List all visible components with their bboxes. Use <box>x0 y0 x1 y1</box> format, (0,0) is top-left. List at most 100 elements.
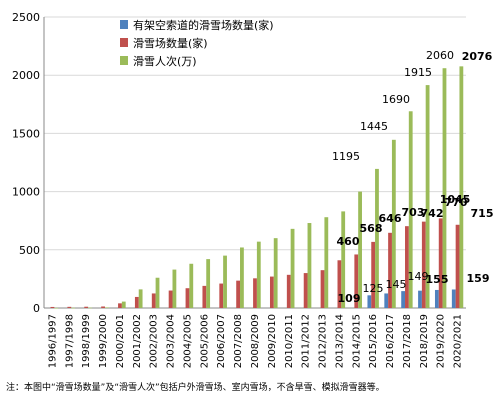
bar <box>391 139 396 308</box>
bar <box>354 254 359 308</box>
bar <box>341 211 346 308</box>
bar <box>425 85 430 309</box>
y-tick-label: 2500 <box>12 11 40 24</box>
x-tick-label: 2003/2004 <box>166 314 177 368</box>
x-tick-label: 2016/2017 <box>385 314 396 368</box>
bar <box>121 301 126 308</box>
data-label: 460 <box>337 235 360 248</box>
data-label: 1045 <box>440 193 471 206</box>
bar <box>405 226 409 308</box>
x-tick-label: 2007/2008 <box>233 314 244 368</box>
bar <box>434 289 439 308</box>
data-label: 2060 <box>426 49 454 62</box>
bar <box>206 259 211 308</box>
data-label: 159 <box>467 272 490 285</box>
x-tick-label: 2005/2006 <box>199 314 210 368</box>
y-tick-labels: 0 500 1000 1500 2000 2500 <box>12 11 40 315</box>
bar <box>101 306 105 308</box>
x-tick-label: 2008/2009 <box>250 314 261 368</box>
bar <box>256 241 261 308</box>
bar <box>138 289 143 308</box>
data-label: 770 <box>445 196 468 209</box>
data-label: 1915 <box>404 66 432 79</box>
x-tick-label: 2014/2015 <box>351 314 362 368</box>
bar <box>219 283 224 308</box>
bar <box>303 273 308 308</box>
x-tick-label: 2017/2018 <box>402 314 413 368</box>
data-label: 155 <box>426 273 449 286</box>
y-tick-label: 0 <box>33 302 40 315</box>
legend-label: 有架空索道的滑雪场数量(家) <box>133 18 274 32</box>
x-tick-label: 2006/2007 <box>216 314 227 368</box>
x-tick-label: 2004/2005 <box>182 314 193 368</box>
bar <box>307 223 312 308</box>
bar <box>358 191 362 308</box>
legend-swatch <box>120 56 128 65</box>
x-tick-label: 2012/2013 <box>318 314 329 368</box>
bar <box>337 260 342 308</box>
y-tick-label: 1000 <box>12 186 40 199</box>
bar <box>375 168 379 308</box>
x-tick-label: 2002/2003 <box>149 314 160 368</box>
legend-label: 滑雪人次(万) <box>133 54 197 68</box>
gridlines <box>43 16 466 309</box>
bar <box>240 247 244 308</box>
y-tick-label: 1500 <box>12 127 40 140</box>
bar <box>367 295 372 308</box>
y-tick-label: 2000 <box>12 69 40 82</box>
x-tick-label: 2019/2020 <box>436 314 447 368</box>
bar <box>54 307 59 309</box>
x-tick-labels: 1996/1997 1997/1998 1998/1999 1999/2000 2000… <box>47 314 463 368</box>
bar <box>185 288 190 308</box>
bars <box>50 66 464 309</box>
x-tick-label: 2001/2002 <box>132 314 143 368</box>
bar <box>71 307 76 309</box>
bar <box>67 306 72 308</box>
x-tick-label: 2000/2001 <box>115 314 126 368</box>
bar <box>118 303 122 308</box>
bar <box>290 228 295 308</box>
data-label: 2076 <box>462 50 493 63</box>
data-label: 1445 <box>360 120 388 133</box>
data-label: 1195 <box>332 150 360 163</box>
data-label: 715 <box>471 207 494 220</box>
bar <box>320 270 325 308</box>
legend-label: 滑雪场数量(家) <box>133 36 208 50</box>
bar <box>172 269 177 308</box>
data-label: 149 <box>408 270 429 283</box>
data-label: 703 <box>402 206 425 219</box>
footnote: 注：本图中“滑雪场数量”及“滑雪人次”包括户外滑雪场、室内雪场，不含旱雪、模拟滑… <box>6 383 385 393</box>
bar <box>202 285 207 308</box>
bar <box>50 306 55 308</box>
bar <box>253 278 257 308</box>
data-label: 145 <box>386 278 407 291</box>
ski-chart: 0 500 1000 1500 2000 2500 1195 1445 1690 1915 206… <box>12 11 493 368</box>
bar <box>421 221 426 308</box>
bar <box>324 217 329 308</box>
x-tick-label: 1998/1999 <box>81 314 92 368</box>
legend-swatch <box>120 20 128 29</box>
bar <box>418 290 422 308</box>
data-label: 742 <box>421 207 444 220</box>
bar <box>388 232 392 308</box>
bar <box>223 255 227 308</box>
x-tick-label: 2009/2010 <box>267 314 278 368</box>
x-tick-label: 2010/2011 <box>284 314 295 368</box>
bar <box>455 224 460 308</box>
x-tick-label: 2018/2019 <box>419 314 430 368</box>
data-label: 1690 <box>382 93 410 106</box>
legend: 有架空索道的滑雪场数量(家) 滑雪场数量(家) 滑雪人次(万) <box>120 18 274 68</box>
bar <box>273 238 278 308</box>
bar <box>384 293 389 308</box>
bar <box>134 296 139 308</box>
x-tick-label: 1999/2000 <box>98 314 109 368</box>
x-tick-label: 1997/1998 <box>64 314 75 368</box>
bar <box>236 280 241 308</box>
y-tick-label: 500 <box>19 244 40 257</box>
data-label: 125 <box>363 282 384 295</box>
x-tick-label: 2013/2014 <box>334 314 345 368</box>
data-label: 568 <box>360 222 383 235</box>
bar <box>442 68 447 308</box>
x-tick-label: 2015/2016 <box>368 314 379 368</box>
